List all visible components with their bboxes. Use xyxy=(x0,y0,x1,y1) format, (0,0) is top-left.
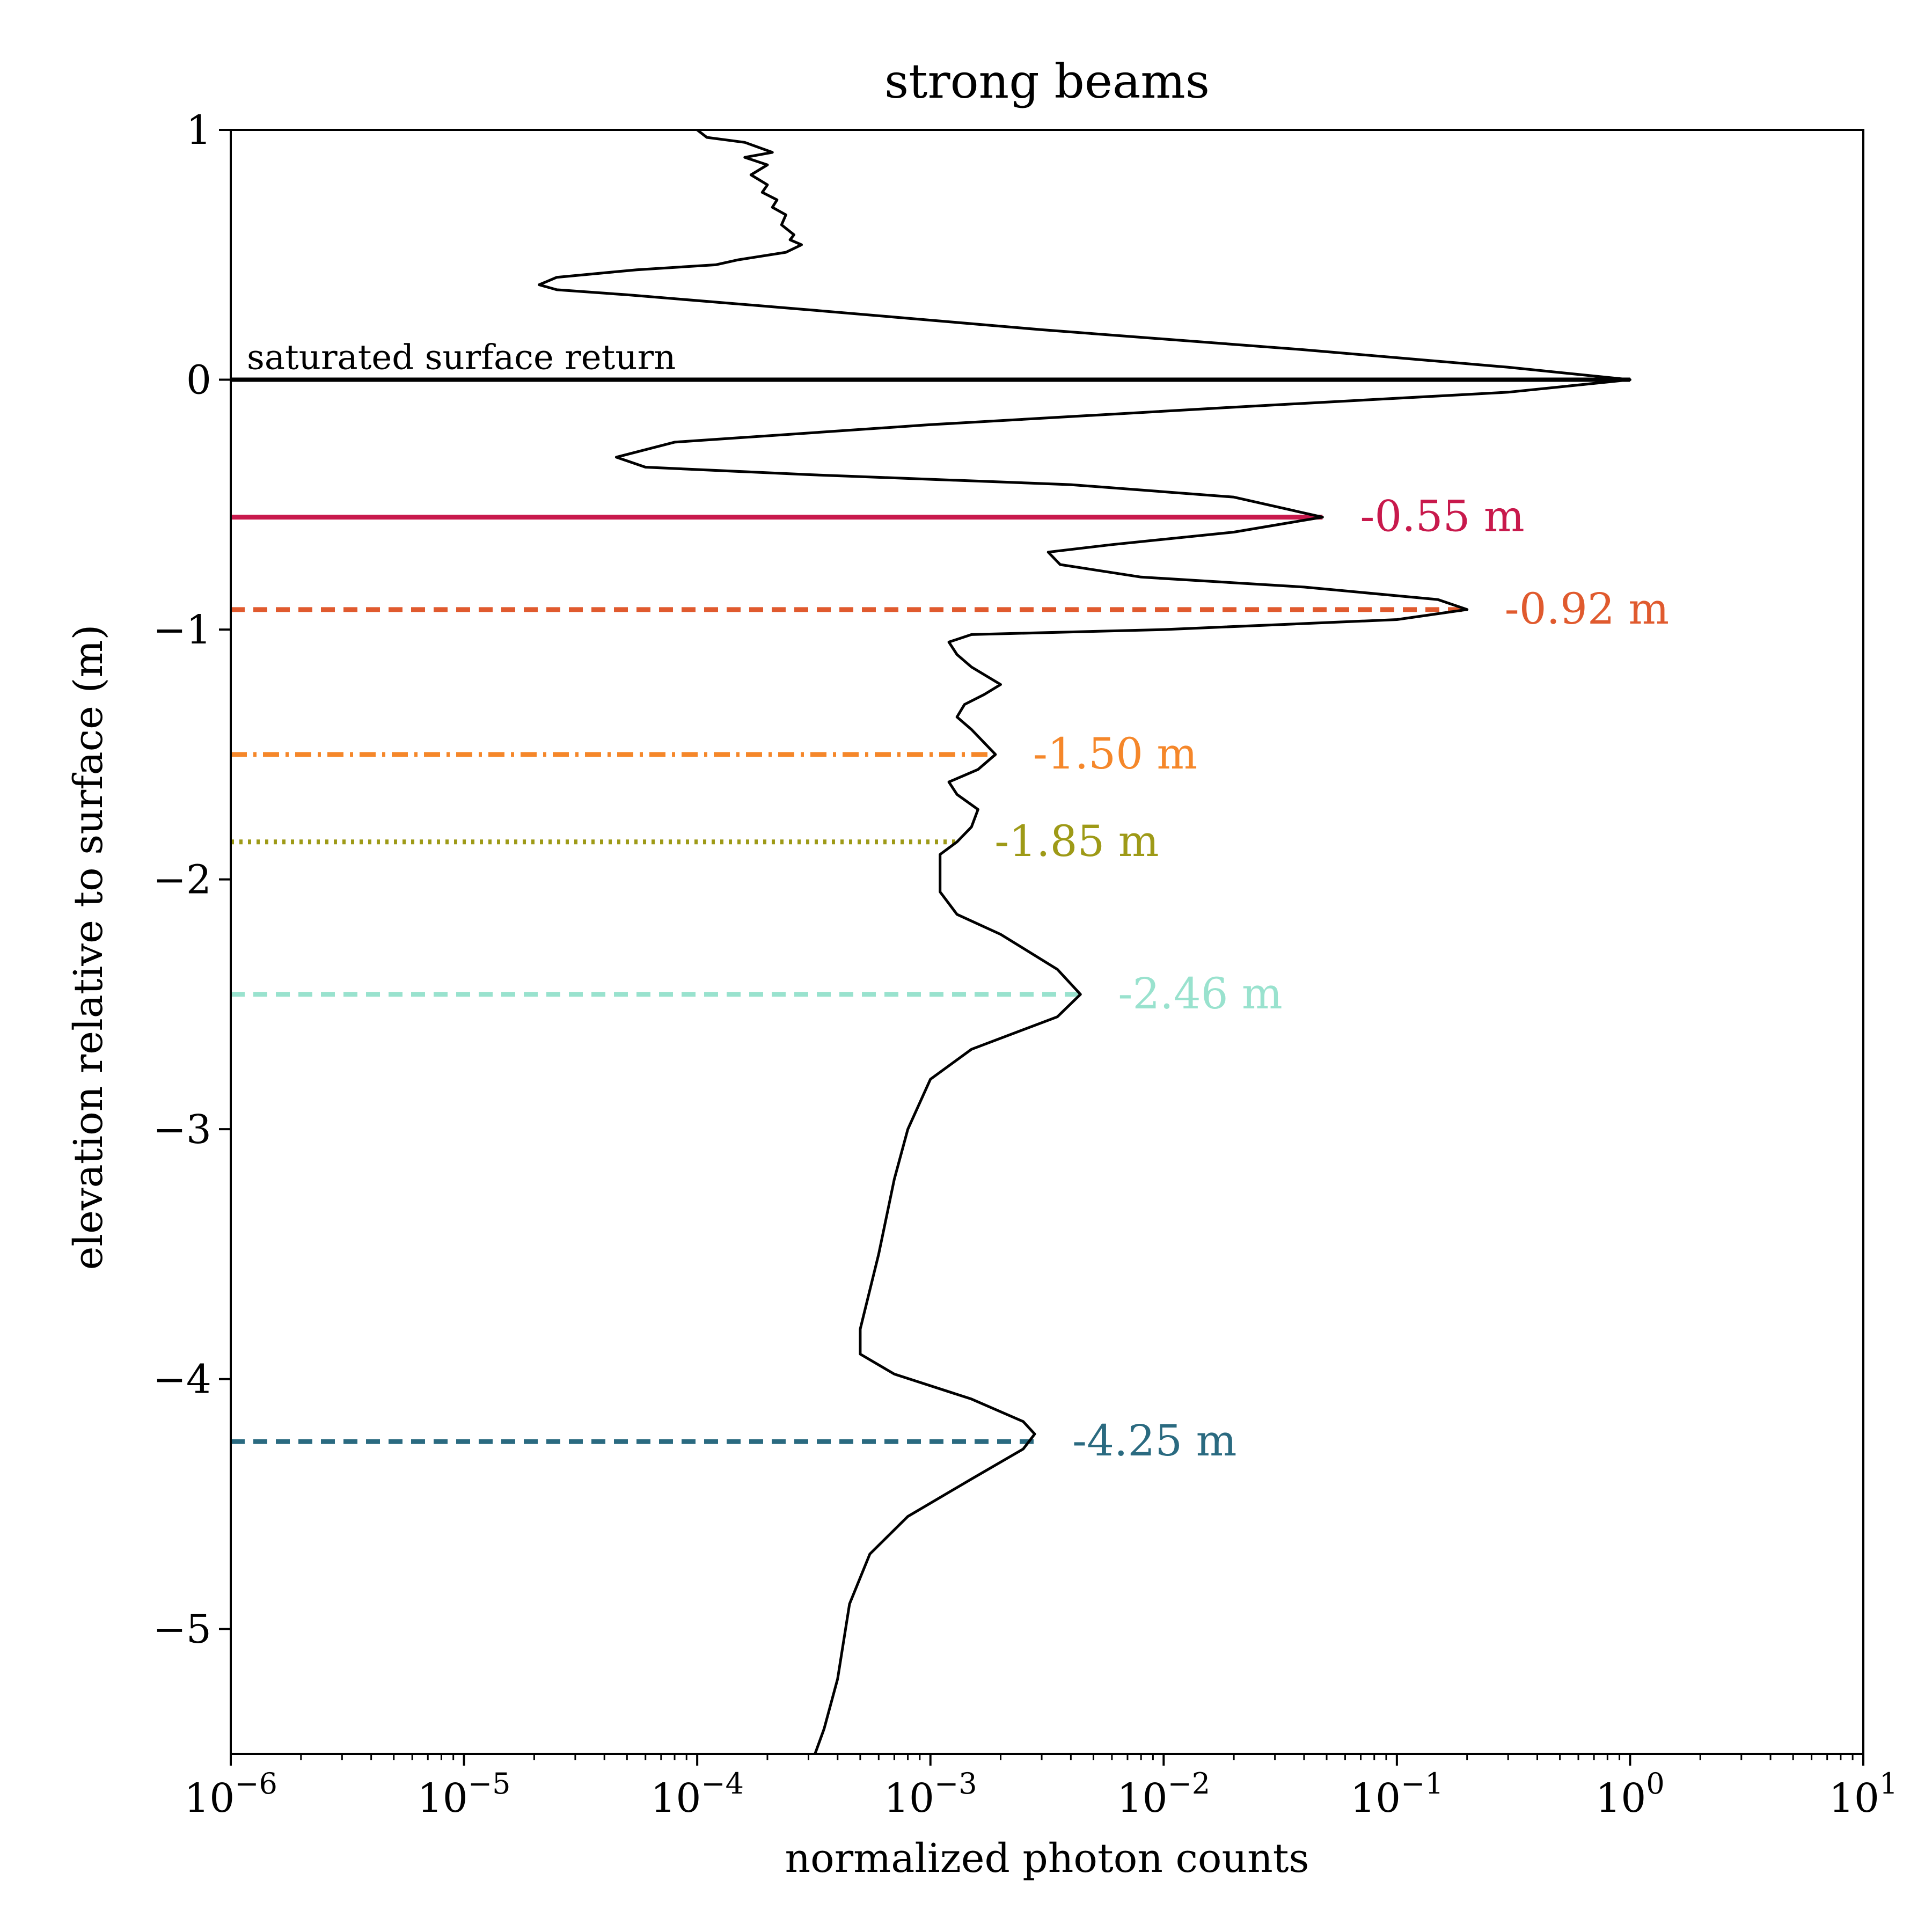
chart-title: strong beams xyxy=(884,54,1210,109)
x-tick-label-7: 101 xyxy=(1829,1767,1898,1821)
y-tick-label-0: 1 xyxy=(186,107,211,153)
y-tick-label-3: −2 xyxy=(153,857,211,903)
y-tick-label-6: −5 xyxy=(153,1606,211,1652)
y-tick-label-1: 0 xyxy=(186,357,211,404)
peak-label-0: -0.55 m xyxy=(1360,492,1524,541)
x-tick-label-1: 10−5 xyxy=(418,1767,511,1821)
y-axis-label: elevation relative to surface (m) xyxy=(65,625,112,1270)
x-tick-label-6: 100 xyxy=(1596,1767,1665,1821)
x-axis-label: normalized photon counts xyxy=(785,1835,1309,1882)
x-tick-label-2: 10−4 xyxy=(650,1767,744,1821)
y-tick-label-2: −1 xyxy=(153,607,211,653)
plot-area: -0.55 m -0.92 m -1.50 m -1.85 m -2.46 m -4.25… xyxy=(153,107,1898,1821)
peak-label-3: -1.85 m xyxy=(994,816,1159,866)
peak-label-4: -2.46 m xyxy=(1118,969,1282,1019)
x-tick-label-3: 10−3 xyxy=(884,1767,977,1821)
peak-label-2: -1.50 m xyxy=(1033,729,1197,779)
surface-return-label: saturated surface return xyxy=(247,338,676,378)
y-tick-label-5: −4 xyxy=(153,1357,211,1403)
peak-label-1: -0.92 m xyxy=(1505,584,1669,634)
peak-label-5: -4.25 m xyxy=(1072,1416,1236,1466)
plot-frame xyxy=(230,129,1864,1755)
y-tick-label-4: −3 xyxy=(153,1107,211,1153)
x-tick-label-5: 10−1 xyxy=(1350,1767,1444,1821)
x-tick-label-0: 10−6 xyxy=(184,1767,277,1821)
photon-profile-line xyxy=(538,129,1631,1754)
x-tick-label-4: 10−2 xyxy=(1117,1767,1210,1821)
